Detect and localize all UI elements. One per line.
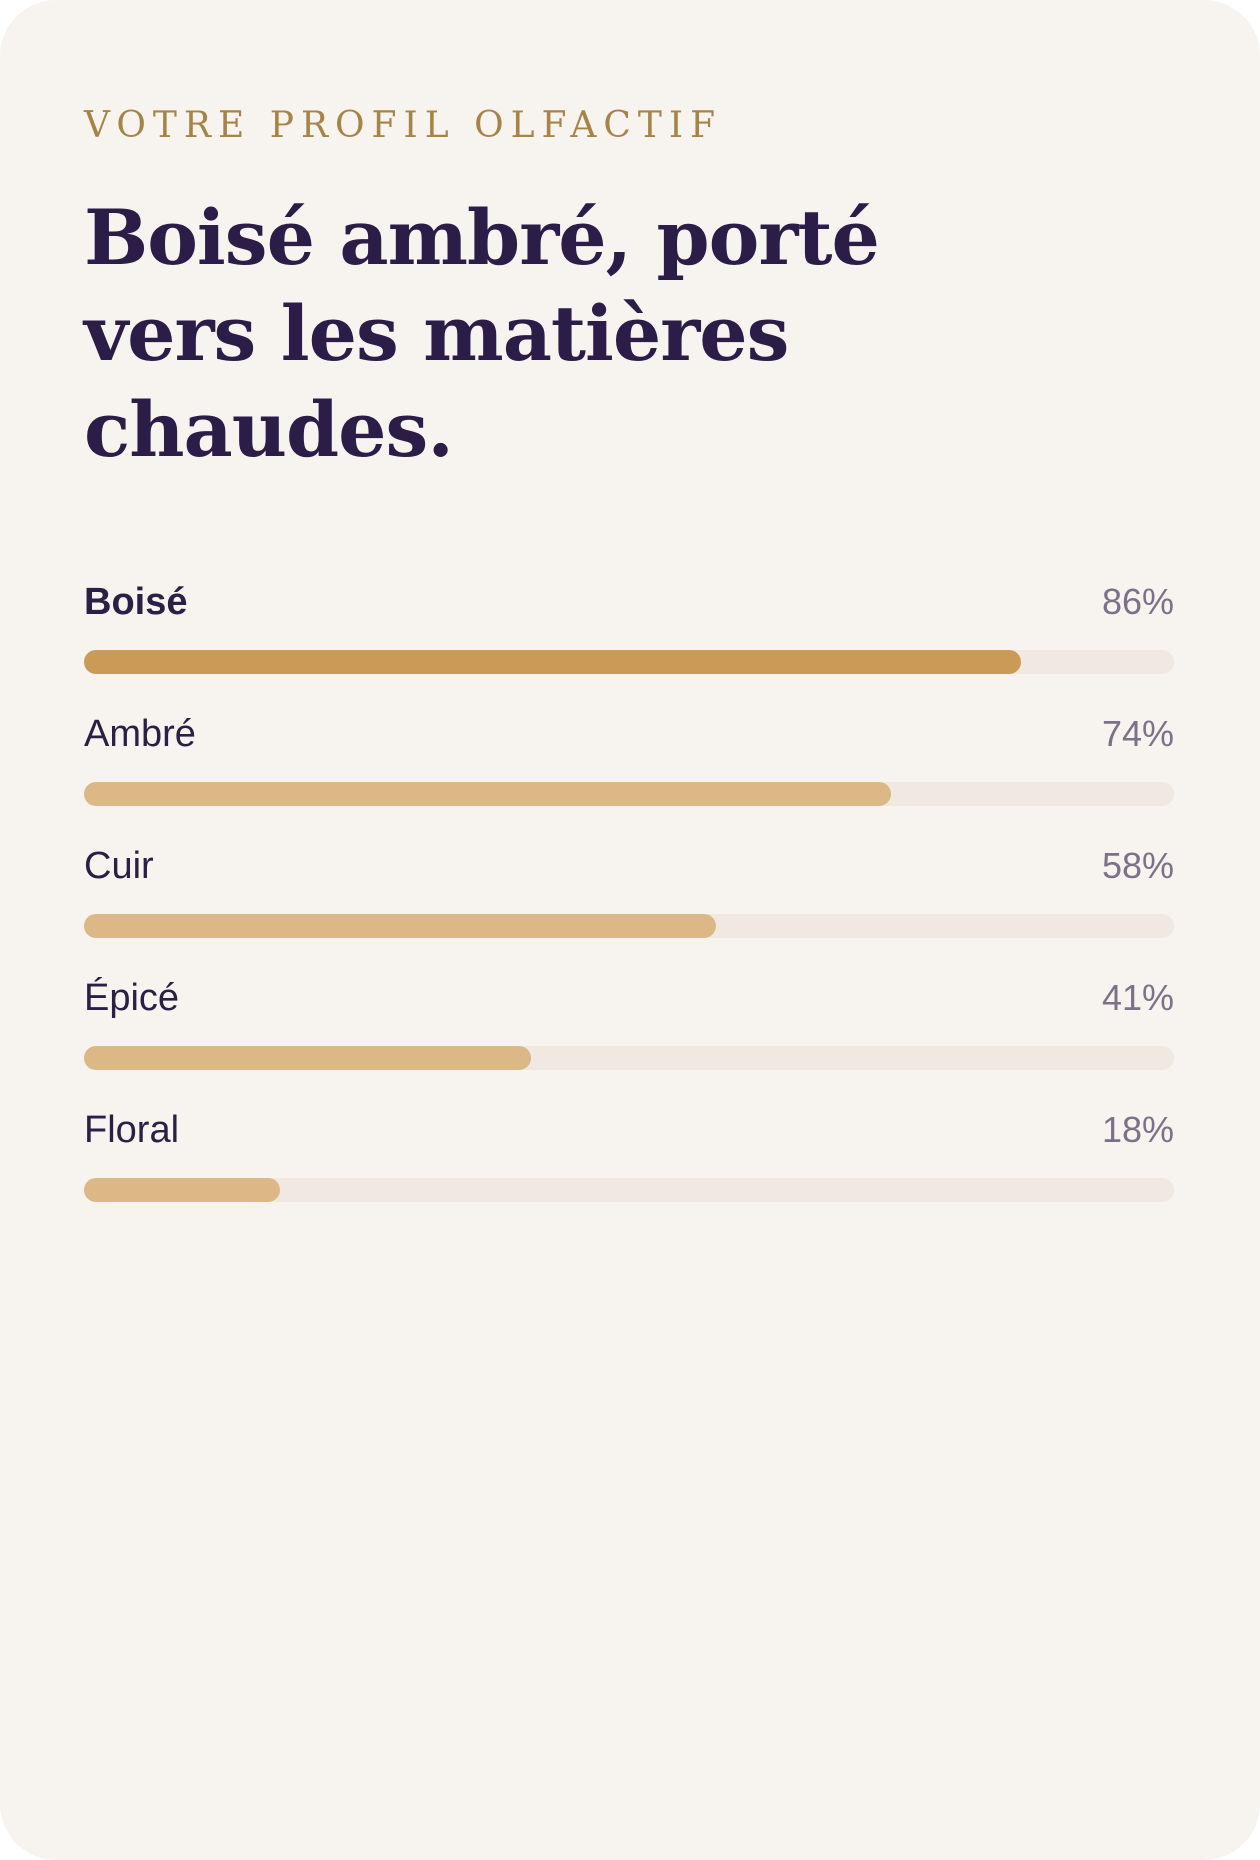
note-percent: 18%: [1101, 1109, 1174, 1150]
note-bar-fill: [84, 1178, 281, 1202]
note-bar-track: [84, 914, 1174, 938]
note-label: Boisé: [84, 581, 188, 623]
note-percent: 86%: [1101, 581, 1174, 622]
note-percent: 74%: [1101, 713, 1174, 754]
note-percent: 58%: [1101, 845, 1174, 886]
note-bar-fill: [84, 914, 717, 938]
note-percent: 41%: [1101, 977, 1174, 1018]
note-bar-track: [84, 650, 1174, 674]
note-label: Floral: [84, 1109, 180, 1151]
note-label: Ambré: [84, 713, 196, 755]
note-bar-fill: [84, 650, 1022, 674]
note-row-ambre: Ambré 74%: [84, 713, 1174, 845]
note-row-floral: Floral 18%: [84, 1109, 1174, 1241]
note-label: Épicé: [84, 977, 180, 1019]
profile-eyebrow: VOTRE PROFIL OLFACTIF: [84, 105, 723, 146]
note-row-boise: Boisé 86%: [84, 581, 1174, 713]
profile-headline: Boisé ambré, porté vers les matières cha…: [84, 193, 880, 474]
note-bar-fill: [84, 782, 891, 806]
note-bar-fill: [84, 1046, 531, 1070]
notes-breakdown: Boisé 86% Ambré 74% Cuir 58%: [84, 581, 1174, 1241]
note-bar-track: [84, 782, 1174, 806]
note-label: Cuir: [84, 845, 154, 887]
note-row-epice: Épicé 41%: [84, 977, 1174, 1109]
note-bar-track: [84, 1046, 1174, 1070]
note-bar-track: [84, 1178, 1174, 1202]
note-row-cuir: Cuir 58%: [84, 845, 1174, 977]
